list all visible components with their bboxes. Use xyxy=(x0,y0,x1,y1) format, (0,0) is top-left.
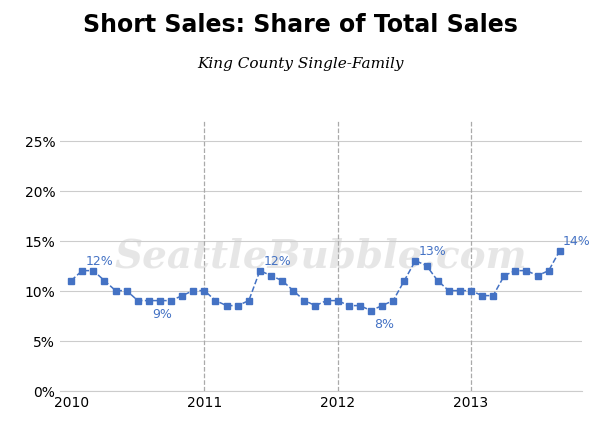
Text: 9%: 9% xyxy=(152,307,172,320)
Text: Short Sales: Share of Total Sales: Short Sales: Share of Total Sales xyxy=(83,13,517,37)
Text: 14%: 14% xyxy=(563,234,591,247)
Text: 12%: 12% xyxy=(86,254,113,267)
Text: 12%: 12% xyxy=(263,254,291,267)
Text: 8%: 8% xyxy=(374,317,394,330)
Text: 13%: 13% xyxy=(419,244,446,257)
Text: SeattleBubble.com: SeattleBubble.com xyxy=(115,237,527,275)
Text: King County Single-Family: King County Single-Family xyxy=(197,56,403,70)
